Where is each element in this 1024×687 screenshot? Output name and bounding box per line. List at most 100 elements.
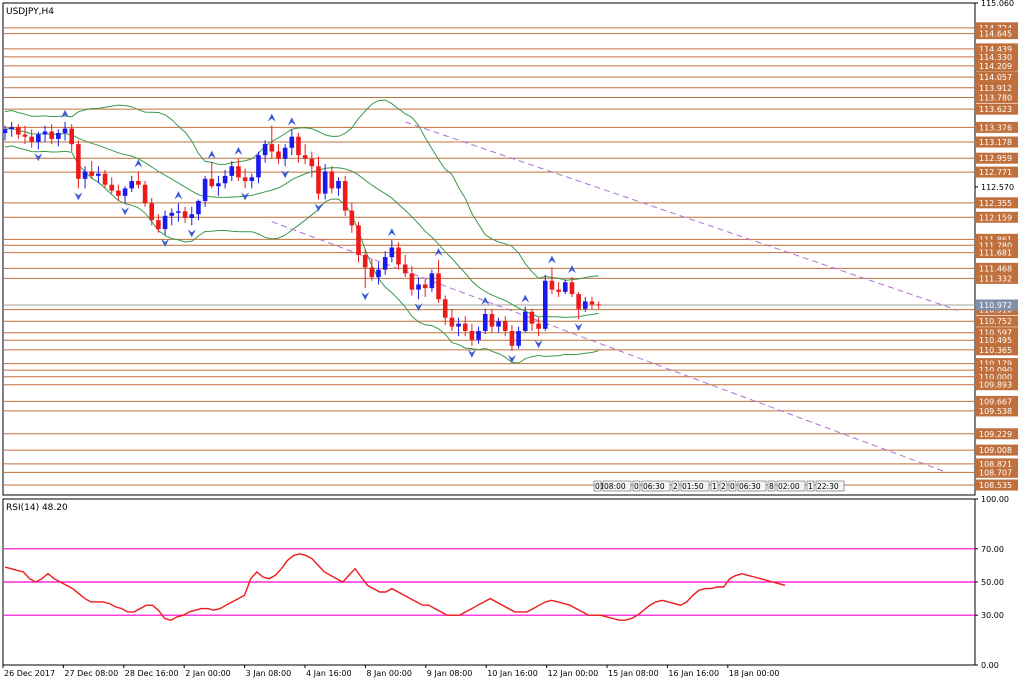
level-price-tag: [976, 233, 1018, 245]
candle-body: [129, 181, 135, 189]
level-price-label: 108.535: [979, 481, 1012, 490]
level-price-tag: [976, 458, 1018, 470]
level-price-tag: [976, 334, 1018, 346]
fractal-up-icon: [521, 294, 530, 303]
time-axis-label: 2 Jan 00:00: [185, 669, 231, 678]
price-panel: [2, 2, 976, 496]
candle-body: [462, 323, 468, 331]
fractal-up-icon: [547, 255, 556, 264]
fractal-down-icon: [34, 153, 43, 162]
candle-body: [176, 211, 181, 213]
time-tag-label: 22:30: [817, 482, 839, 491]
level-price-label: 113.376: [979, 123, 1012, 132]
time-tag-box: [671, 480, 680, 492]
candle-body: [382, 257, 388, 270]
fractal-up-icon: [267, 113, 276, 122]
fractal-up-icon: [207, 150, 216, 159]
level-price-label: 113.178: [979, 138, 1012, 147]
time-tag-box: [767, 480, 776, 492]
time-tag-label: 0: [634, 482, 639, 491]
candle-body: [442, 299, 448, 318]
trend-channel-upper: [405, 121, 959, 311]
time-axis-label: 18 Jan 00:00: [729, 669, 780, 678]
level-price-label: 111.468: [979, 264, 1012, 273]
candle-body: [289, 136, 295, 148]
level-price-tag: [976, 60, 1018, 72]
rsi-title: RSI(14) 48.20: [6, 503, 68, 513]
candle-body: [276, 151, 281, 159]
chart-title: USDJPY,H4: [6, 7, 54, 17]
level-price-tag: [976, 466, 1018, 478]
level-price-label: 112.959: [979, 154, 1012, 163]
candle-body: [436, 273, 441, 300]
candle-body: [542, 280, 548, 329]
fractal-down-icon: [161, 238, 170, 247]
level-price-label: 109.229: [979, 430, 1012, 439]
candle-body: [429, 273, 435, 289]
time-axis-label: 3 Jan 08:00: [246, 669, 292, 678]
level-price-label: 110.365: [979, 346, 1012, 355]
candle-body: [296, 136, 301, 156]
level-price-tag: [976, 315, 1018, 327]
candle-body: [222, 175, 228, 184]
level-price-tag: [976, 395, 1018, 407]
time-axis-label: 27 Dec 08:00: [64, 669, 118, 678]
time-tag-label: 02:00: [778, 482, 800, 491]
level-price-tag: [976, 428, 1018, 440]
level-price-label: 114.439: [979, 45, 1012, 54]
level-price-tag: [976, 405, 1018, 417]
candle-body: [9, 127, 14, 130]
time-tag-label: 06:30: [739, 482, 761, 491]
bollinger-upper: [4, 99, 599, 281]
current-price-label: 110.972: [979, 301, 1012, 310]
level-price-label: 114.645: [979, 30, 1012, 39]
candle-body: [229, 166, 235, 176]
rsi-line: [4, 553, 786, 621]
fractal-up-icon: [134, 159, 143, 168]
candle-body: [476, 331, 481, 340]
fractal-down-icon: [241, 192, 250, 201]
fractal-down-icon: [121, 207, 130, 216]
time-tag-label: 01:50: [682, 482, 704, 491]
fractal-up-icon: [61, 109, 70, 118]
candle-body: [522, 311, 528, 331]
candle-body: [422, 284, 428, 289]
level-price-tag: [976, 364, 1018, 376]
candle-body: [136, 181, 141, 185]
candle-body: [149, 203, 155, 221]
candle-body: [142, 184, 148, 204]
candle-body: [189, 214, 195, 218]
level-price-label: 110.597: [979, 329, 1012, 338]
fractal-up-icon: [481, 296, 490, 305]
level-price-tag: [976, 82, 1018, 94]
candle-body: [269, 144, 275, 152]
level-price-label: 111.681: [979, 249, 1012, 258]
level-price-tag: [976, 479, 1018, 491]
candle-body: [469, 331, 475, 340]
time-tag-box: [710, 480, 719, 492]
candle-body: [536, 323, 541, 329]
level-price-label: 113.623: [979, 105, 1012, 114]
time-tag-label: 1: [712, 482, 717, 491]
level-price-label: 112.771: [979, 168, 1012, 177]
fractal-up-icon: [387, 228, 396, 237]
level-price-tag: [976, 71, 1018, 83]
level-price-label: 113.912: [979, 84, 1012, 93]
time-axis-label: 16 Jan 16:00: [668, 669, 719, 678]
candle-body: [309, 158, 315, 167]
candle-body: [116, 190, 121, 196]
level-price-tag: [976, 28, 1018, 40]
time-axis-label: 15 Jan 08:00: [608, 669, 659, 678]
time-tag-label: 06:30: [643, 482, 665, 491]
level-price-label: 110.000: [979, 373, 1012, 382]
fractal-down-icon: [414, 303, 423, 312]
candle-body: [169, 212, 175, 216]
candle-body: [516, 331, 521, 346]
time-tag-box: [815, 480, 845, 492]
candle-body: [49, 131, 54, 139]
candle-body: [496, 321, 501, 327]
rsi-axis-label: 30.00: [981, 611, 1004, 620]
candle-body: [196, 200, 201, 215]
bollinger-middle: [4, 127, 599, 318]
